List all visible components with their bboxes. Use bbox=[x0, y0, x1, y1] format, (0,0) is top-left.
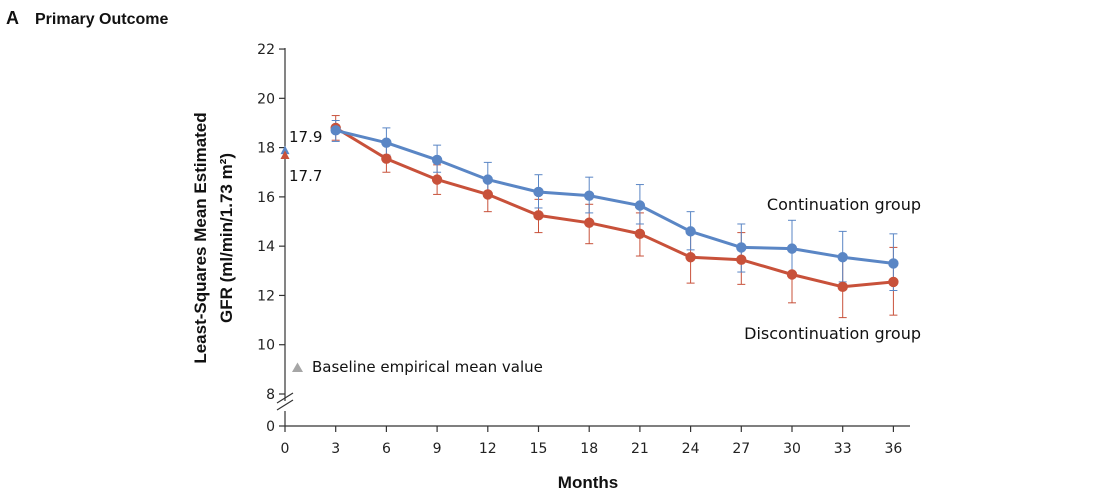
continuation-line bbox=[335, 128, 894, 265]
discontinuation-point bbox=[584, 217, 595, 228]
y-tick-label: 0 bbox=[266, 419, 275, 435]
continuation-point bbox=[634, 200, 646, 211]
continuation-point bbox=[381, 137, 392, 148]
panel-letter: A bbox=[6, 8, 19, 28]
continuation-point bbox=[736, 242, 747, 253]
discontinuation-series-label: Discontinuation group bbox=[744, 324, 921, 343]
error-bars bbox=[331, 115, 898, 319]
y-axis-break-mark bbox=[276, 392, 294, 404]
discontinuation-point bbox=[837, 281, 848, 293]
baseline-markers bbox=[280, 145, 290, 159]
y-tick-label: 20 bbox=[257, 91, 275, 107]
discontinuation-point bbox=[381, 153, 392, 164]
discontinuation-point bbox=[736, 254, 747, 265]
continuation-point bbox=[584, 190, 595, 201]
y-tick-label: 16 bbox=[257, 190, 275, 206]
x-tick-label: 6 bbox=[382, 441, 391, 457]
continuation-point bbox=[786, 243, 798, 254]
continuation-point bbox=[533, 186, 544, 198]
x-tick-label: 12 bbox=[479, 441, 497, 457]
x-tick-label: 30 bbox=[783, 441, 801, 457]
x-tick-label: 3 bbox=[331, 441, 340, 457]
baseline-discontinuation-label: 17.7 bbox=[289, 167, 322, 185]
discontinuation-point bbox=[482, 189, 493, 200]
legend-triangle-icon bbox=[292, 362, 303, 372]
x-tick-label: 0 bbox=[281, 441, 290, 457]
discontinuation-line bbox=[334, 126, 894, 289]
y-axis-title-line2: GFR (ml/min/1.73 m²) bbox=[217, 153, 236, 323]
x-tick-label: 21 bbox=[631, 441, 649, 457]
y-tick-label: 14 bbox=[257, 239, 275, 255]
discontinuation-point bbox=[431, 174, 443, 185]
continuation-point bbox=[888, 258, 899, 269]
x-tick-label: 33 bbox=[834, 441, 852, 457]
data-points bbox=[330, 122, 899, 293]
x-tick-label: 18 bbox=[580, 441, 598, 457]
continuation-point bbox=[482, 174, 493, 185]
continuation-point bbox=[685, 226, 696, 237]
discontinuation-point bbox=[634, 228, 646, 240]
x-tick-label: 24 bbox=[682, 441, 700, 457]
baseline-legend-label: Baseline empirical mean value bbox=[312, 358, 543, 376]
y-tick-label: 18 bbox=[257, 141, 275, 157]
y-tick-label: 10 bbox=[257, 338, 275, 354]
continuation-point bbox=[330, 125, 341, 136]
series-lines bbox=[334, 126, 894, 289]
x-tick-label: 15 bbox=[530, 441, 548, 457]
baseline-continuation-label: 17.9 bbox=[289, 128, 322, 146]
x-tick-label: 27 bbox=[732, 441, 750, 457]
y-tick-label: 22 bbox=[257, 42, 275, 58]
discontinuation-point bbox=[685, 252, 696, 263]
x-tick-label: 36 bbox=[884, 441, 902, 457]
discontinuation-point bbox=[786, 269, 798, 280]
discontinuation-point bbox=[888, 276, 899, 288]
y-tick-label: 8 bbox=[266, 387, 275, 403]
continuation-point bbox=[431, 154, 443, 166]
y-axis-break-mark bbox=[276, 399, 294, 411]
x-axis-title: Months bbox=[558, 473, 618, 492]
y-axis-title-line1: Least-Squares Mean Estimated bbox=[191, 112, 210, 363]
continuation-series-label: Continuation group bbox=[767, 195, 921, 214]
discontinuation-baseline-triangle bbox=[280, 150, 290, 159]
continuation-baseline-triangle bbox=[280, 145, 290, 155]
continuation-point bbox=[837, 252, 848, 263]
discontinuation-point bbox=[533, 210, 544, 221]
x-tick-label: 9 bbox=[433, 441, 442, 457]
panel-title: Primary Outcome bbox=[35, 11, 168, 28]
y-tick-label: 12 bbox=[257, 288, 275, 304]
